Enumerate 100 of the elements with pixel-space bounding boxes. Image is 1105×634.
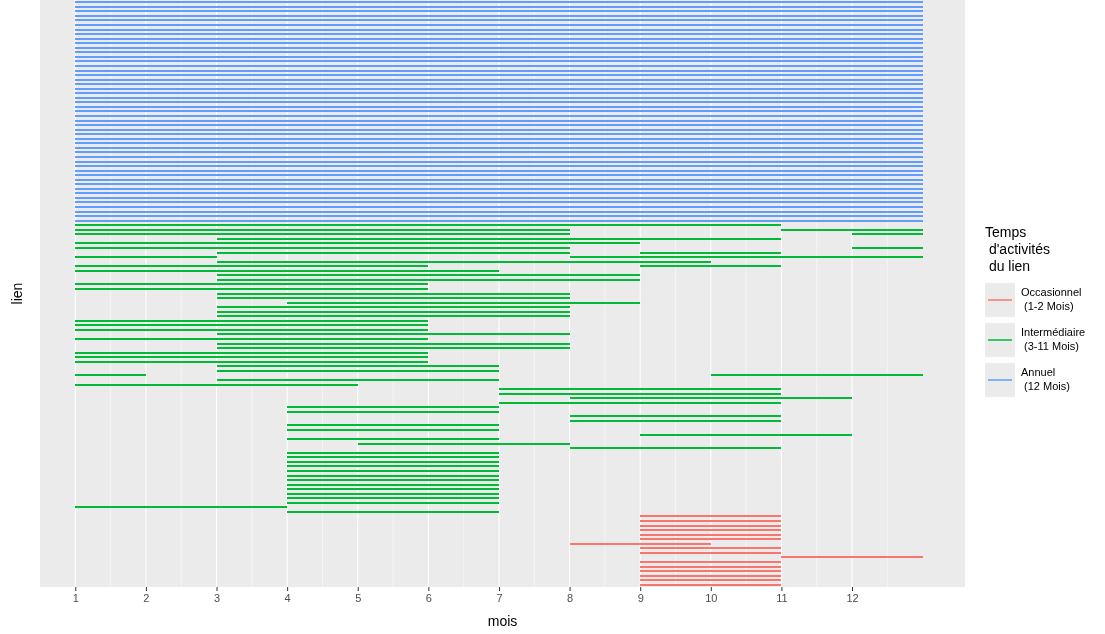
bar [287, 302, 641, 304]
bar [75, 229, 570, 231]
bar [75, 288, 429, 290]
bar [781, 229, 923, 231]
bar [216, 274, 641, 276]
bar [216, 347, 570, 349]
legend-label: Annuel (12 Mois) [1021, 366, 1070, 392]
bar [640, 566, 782, 568]
bar [75, 197, 923, 199]
bar [75, 15, 923, 17]
bar [216, 379, 499, 381]
bar [75, 283, 429, 285]
bar [75, 47, 923, 49]
bar [75, 352, 429, 354]
bar [781, 556, 923, 558]
bar [710, 374, 923, 376]
bar [569, 543, 711, 545]
x-tick-label: 6 [425, 591, 432, 604]
x-tick-label: 10 [705, 591, 718, 604]
bar [75, 211, 923, 213]
bar [640, 252, 782, 254]
bar [287, 411, 499, 413]
bar [75, 101, 923, 103]
bar [75, 60, 923, 62]
bar [216, 365, 499, 367]
bar [216, 370, 499, 372]
bar [75, 224, 782, 226]
bar [75, 338, 429, 340]
bar [75, 24, 923, 26]
x-tick-label: 11 [776, 591, 788, 604]
bar [75, 356, 429, 358]
bar [75, 70, 923, 72]
x-tick-label: 9 [637, 591, 644, 604]
bar [287, 488, 499, 490]
bar [640, 515, 782, 517]
legend-label: Occasionnel (1-2 Mois) [1021, 286, 1082, 312]
bar [216, 315, 570, 317]
bar [75, 74, 923, 76]
bar [287, 438, 499, 440]
bar [75, 384, 358, 386]
bar [498, 402, 782, 404]
x-tick-label: 8 [567, 591, 574, 604]
bar [75, 38, 923, 40]
bar [357, 443, 570, 445]
bar [75, 256, 217, 258]
bar [287, 429, 499, 431]
bar [640, 538, 782, 540]
bar [640, 561, 782, 563]
bar [75, 133, 923, 135]
bar [287, 452, 499, 454]
bar [75, 65, 923, 67]
bar [75, 33, 923, 35]
bar [498, 393, 782, 395]
bar [216, 238, 782, 240]
bar [75, 6, 923, 8]
bar [75, 215, 923, 217]
x-tick-label: 7 [496, 591, 503, 604]
bar [640, 525, 782, 527]
bar [287, 511, 499, 513]
bar [75, 97, 923, 99]
bar [640, 434, 853, 436]
bar [640, 265, 782, 267]
bar [569, 256, 923, 258]
bar [75, 201, 923, 203]
bar [216, 252, 570, 254]
bar [640, 552, 782, 554]
bar [75, 183, 923, 185]
bar [75, 220, 923, 222]
bar [640, 575, 782, 577]
bar [75, 147, 923, 149]
bar [640, 579, 782, 581]
bar [75, 29, 923, 31]
bar [216, 279, 641, 281]
bar [287, 493, 499, 495]
bar [75, 324, 429, 326]
bar [75, 161, 923, 163]
bar [75, 247, 570, 249]
bar [852, 233, 923, 235]
bar [216, 311, 570, 313]
bar [75, 361, 429, 363]
bar [75, 179, 923, 181]
bar [287, 465, 499, 467]
bar [287, 456, 499, 458]
bar [75, 156, 923, 158]
bar [287, 475, 499, 477]
bar [75, 174, 923, 176]
bar [75, 188, 923, 190]
bar [75, 110, 923, 112]
bar [75, 106, 923, 108]
bar [640, 584, 782, 586]
bar [75, 51, 923, 53]
bar [287, 461, 499, 463]
bar [287, 479, 499, 481]
bar [75, 120, 923, 122]
x-tick-label: 5 [355, 591, 362, 604]
bar [569, 420, 782, 422]
bar [287, 470, 499, 472]
x-tick-label: 3 [213, 591, 221, 604]
y-axis-title: lien [9, 282, 25, 305]
bar [75, 56, 923, 58]
